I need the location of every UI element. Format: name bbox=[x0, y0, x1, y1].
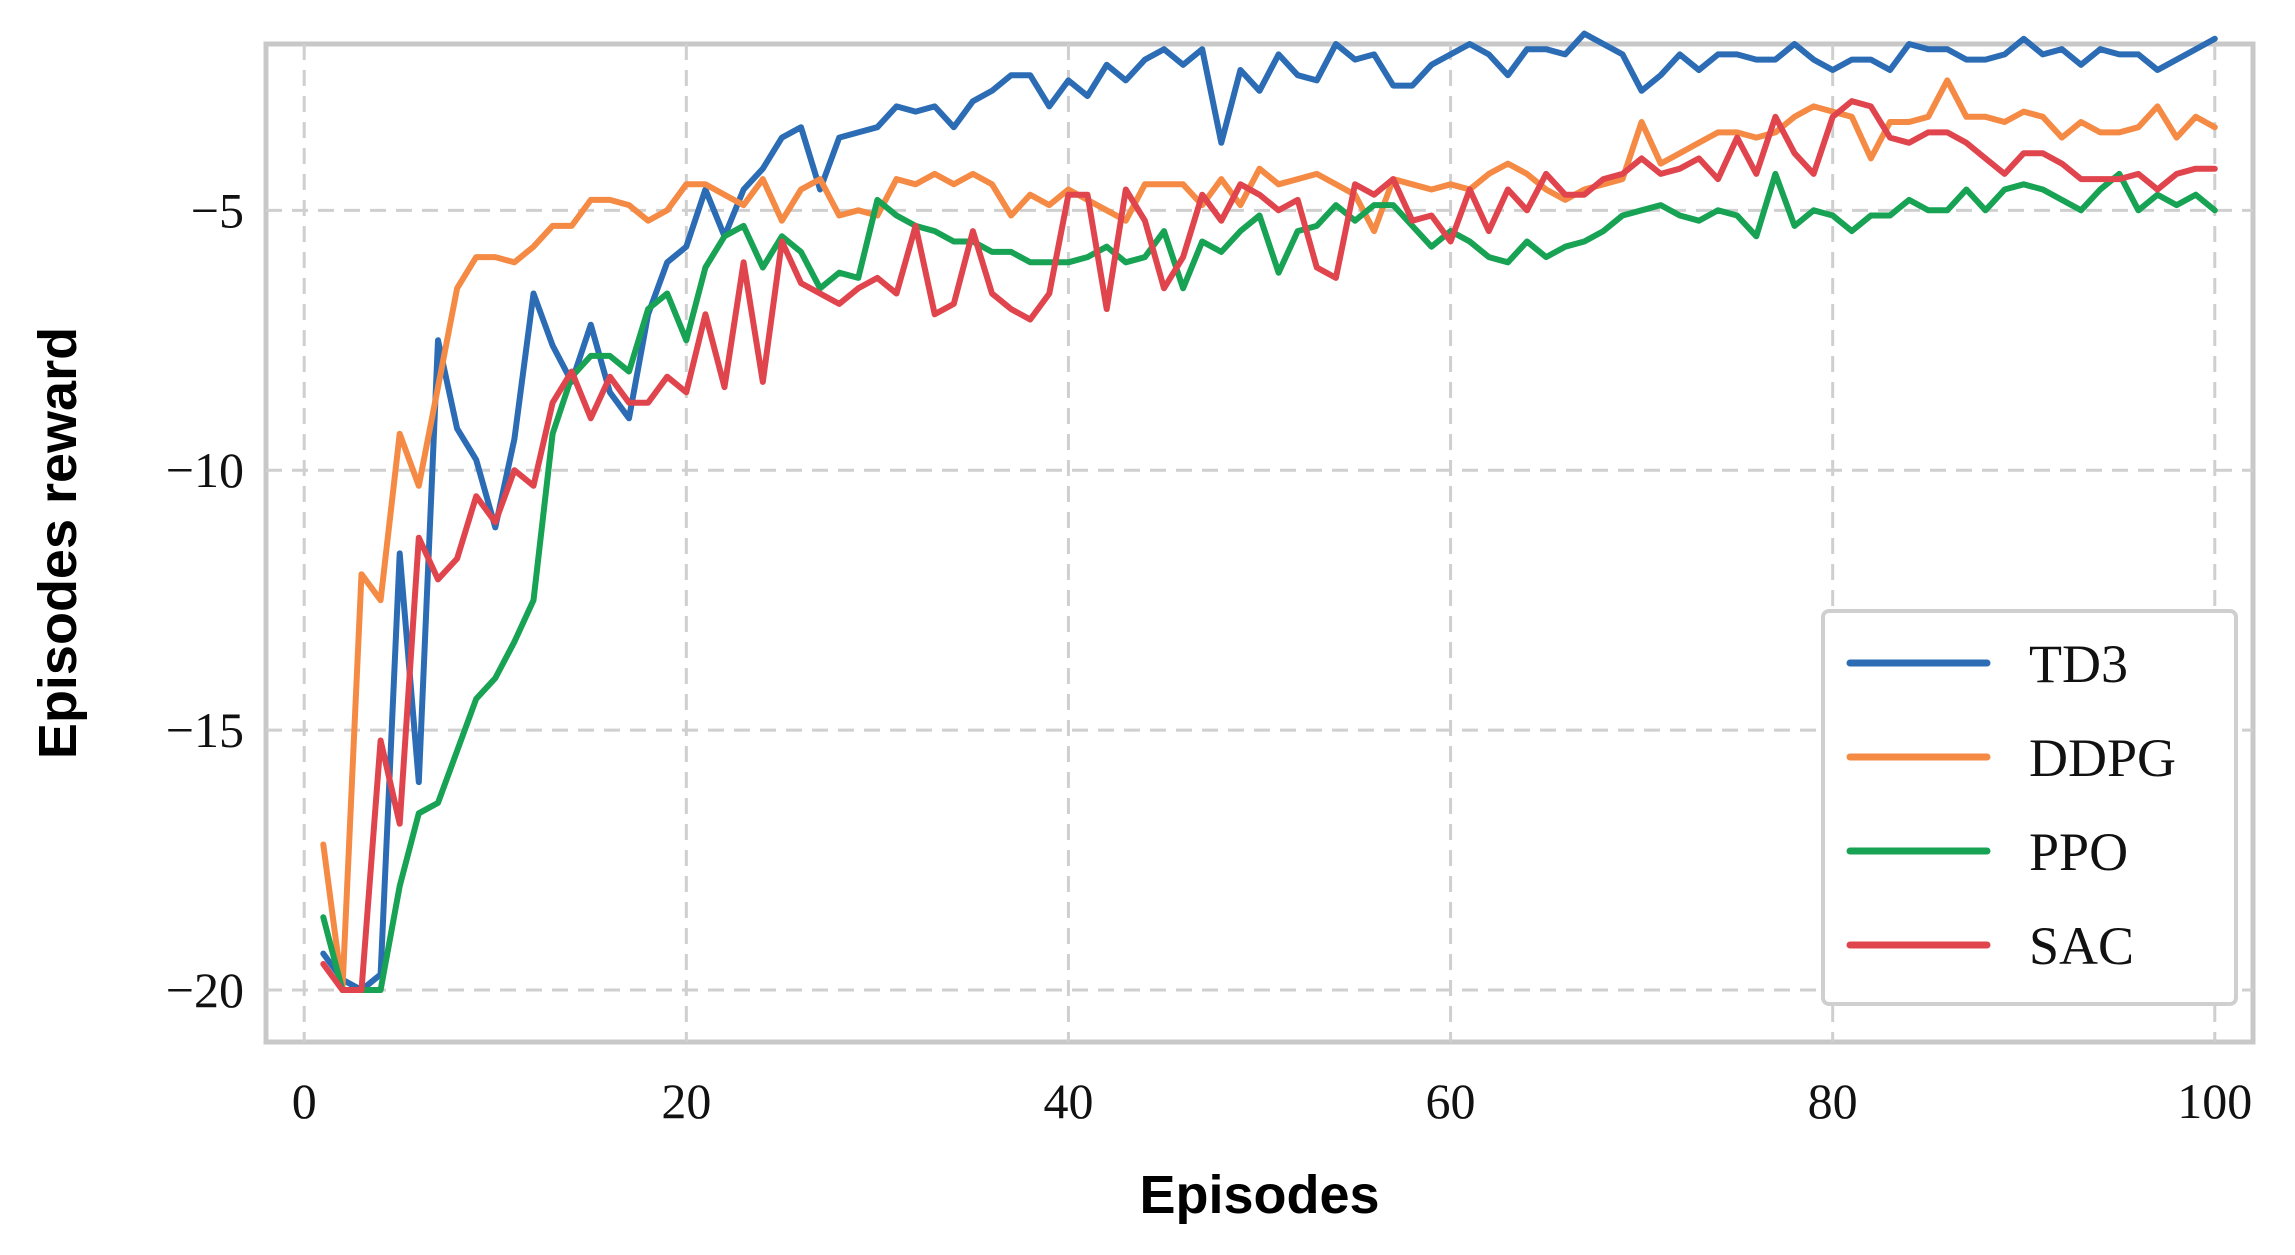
series-line-sac bbox=[320, 98, 2218, 993]
y-axis-title: Episodes reward bbox=[28, 327, 88, 759]
x-axis-title: Episodes bbox=[1139, 1165, 1379, 1225]
grid-lines bbox=[266, 44, 2253, 1042]
series-line-td3 bbox=[320, 30, 2218, 993]
series-lines bbox=[320, 30, 2218, 993]
legend-label-sac: SAC bbox=[2029, 916, 2134, 976]
legend-label-td3: TD3 bbox=[2029, 634, 2128, 694]
x-tick-label: 40 bbox=[1043, 1073, 1093, 1129]
tick-labels: 0 20 40 60 80 100 −20 −15 −10 −5 bbox=[166, 182, 2252, 1129]
y-tick-label: −20 bbox=[166, 962, 244, 1018]
legend-box bbox=[1821, 609, 2238, 1006]
x-tick-label: 80 bbox=[1808, 1073, 1858, 1129]
legend-label-ppo: PPO bbox=[2029, 822, 2128, 882]
series-line-ppo bbox=[320, 170, 2218, 993]
x-tick-label: 100 bbox=[2177, 1073, 2252, 1129]
legend: TD3 DDPG PPO SAC bbox=[1821, 609, 2238, 1006]
series-line-ddpg bbox=[320, 77, 2218, 993]
legend-label-ddpg: DDPG bbox=[2029, 728, 2176, 788]
y-tick-label: −5 bbox=[191, 182, 244, 238]
x-tick-label: 0 bbox=[292, 1073, 317, 1129]
y-tick-label: −10 bbox=[166, 442, 244, 498]
y-tick-label: −15 bbox=[166, 702, 244, 758]
x-tick-label: 20 bbox=[661, 1073, 711, 1129]
x-tick-label: 60 bbox=[1426, 1073, 1476, 1129]
